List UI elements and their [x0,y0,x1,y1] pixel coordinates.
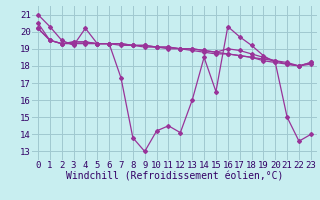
X-axis label: Windchill (Refroidissement éolien,°C): Windchill (Refroidissement éolien,°C) [66,172,283,182]
